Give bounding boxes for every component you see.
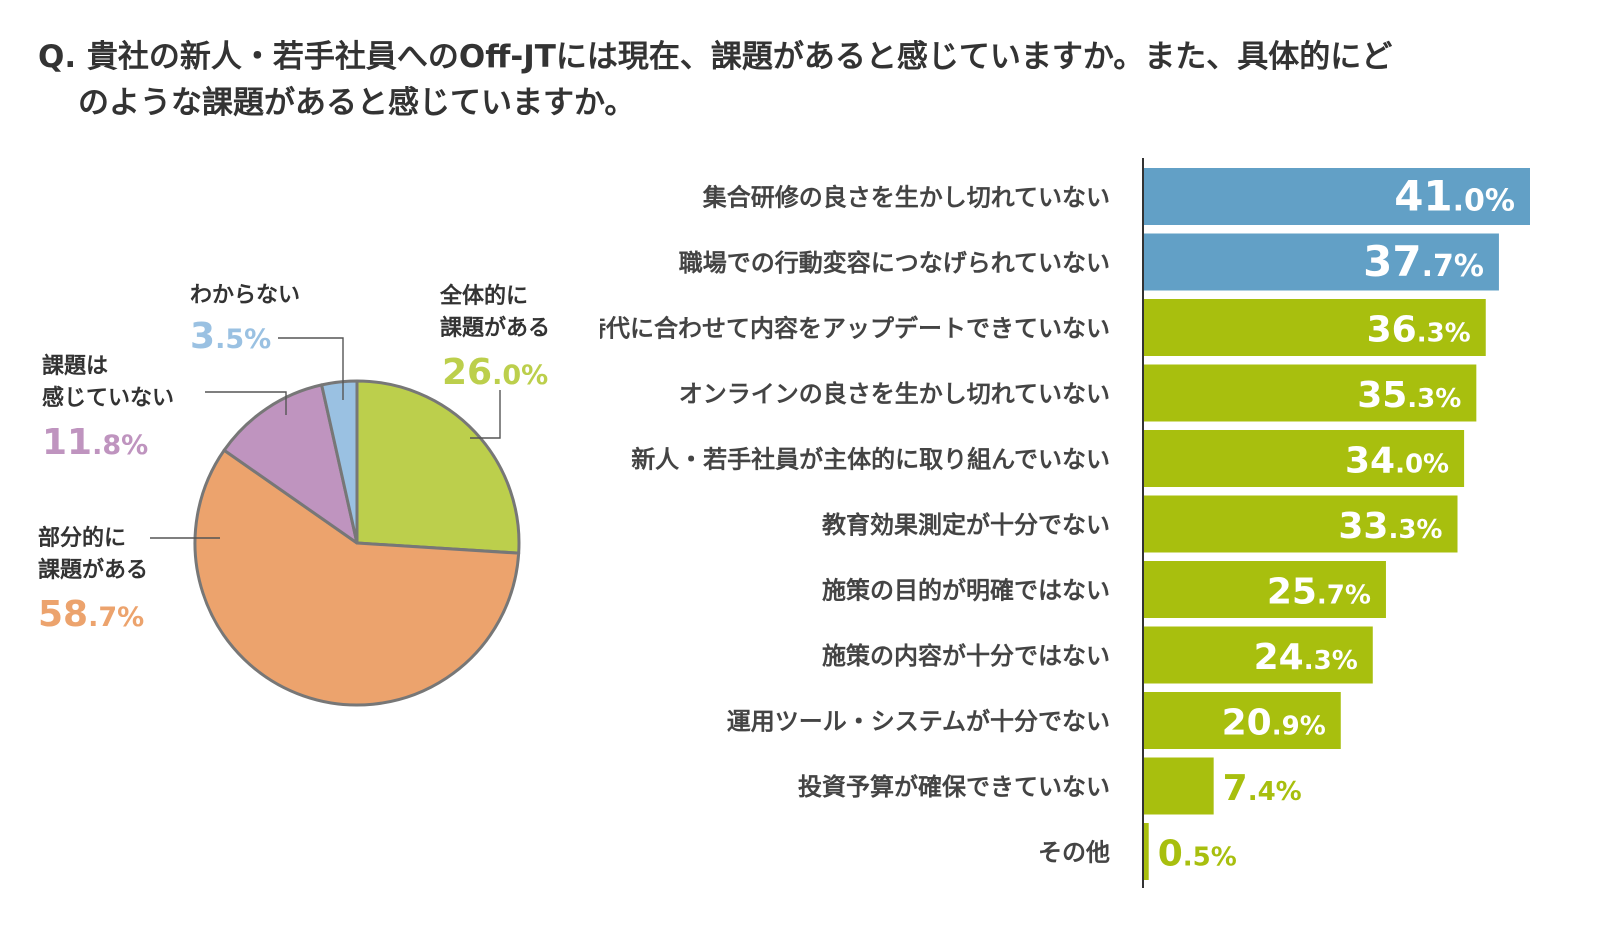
bar-value-5: 33.3% [1338,506,1442,547]
bar-0 [1144,168,1530,225]
pie-label-0-1: 課題がある [440,315,550,341]
bar-9 [1144,757,1214,815]
pie-slice-3 [320,379,359,545]
pie-label-1-1: 課題がある [38,557,148,583]
bar-category-2: 時代に合わせて内容をアップデートできていない [600,315,1110,343]
pie-value-3: 3.5% [190,316,271,357]
bar-8 [1144,692,1341,749]
bar-value-10: 0.5% [1158,834,1237,875]
bar-category-1: 職場での行動変容につなげられていない [679,249,1110,277]
bar-3 [1144,364,1477,422]
pie-value-2: 11.8% [42,422,148,463]
pie-label-1-0: 部分的に [38,525,126,551]
pie-slice-2 [222,383,359,545]
pie-leader-3 [278,337,344,400]
bar-value-4: 34.0% [1345,441,1449,482]
bar-value-3: 35.3% [1357,375,1461,416]
bar-4 [1144,430,1465,487]
bar-value-2: 36.3% [1367,310,1471,351]
pie-label-0-0: 全体的に [439,283,528,309]
question-line-1: Q. 貴社の新人・若手社員へのOff-JTには現在、課題があると感じていますか。… [38,39,1393,75]
bar-2 [1144,299,1486,356]
bar-6 [1144,561,1386,618]
bar-category-7: 施策の内容が十分ではない [822,642,1110,670]
bar-5 [1144,495,1458,553]
pie-leader-2 [205,391,287,415]
pie-label-2-0: 課題は [42,353,108,379]
question-title: Q. 貴社の新人・若手社員へのOff-JTには現在、課題があると感じていますか。… [38,34,1558,126]
question-line-2: のような課題があると感じていますか。 [78,85,636,121]
bar-chart: 集合研修の良さを生かし切れていない 41.0% 職場での行動変容につなげられていない… [600,158,1530,888]
bar-category-6: 施策の目的が明確ではない [822,577,1110,605]
pie-value-0: 26.0% [442,352,548,393]
pie-slice-1 [193,448,521,707]
bar-7 [1144,626,1373,684]
bar-value-1: 37.7% [1363,237,1484,286]
bar-10 [1144,823,1149,880]
bar-category-5: 教育効果測定が十分でない [822,511,1110,539]
bar-category-4: 新人・若手社員が主体的に取り組んでいない [631,446,1110,474]
bar-value-0: 41.0% [1394,172,1515,221]
pie-leader-0 [470,390,501,439]
bar-value-8: 20.9% [1222,703,1326,744]
bar-category-3: オンラインの良さを生かし切れていない [679,380,1110,408]
pie-slice-0 [355,379,521,555]
bar-value-9: 7.4% [1223,768,1302,809]
pie-value-1: 58.7% [38,594,144,635]
pie-chart: 全体的に課題がある26.0%部分的に課題がある58.7%課題は感じていない11.… [38,283,550,707]
bar-value-7: 24.3% [1254,637,1358,678]
bar-category-10: その他 [1038,839,1110,867]
bar-category-8: 運用ツール・システムが十分でない [727,708,1110,736]
bar-category-0: 集合研修の良さを生かし切れていない [702,184,1110,212]
bar-category-9: 投資予算が確保できていない [798,773,1110,801]
bar-value-6: 25.7% [1267,572,1371,613]
pie-label-2-1: 感じていない [42,385,174,411]
bar-1 [1144,233,1499,291]
pie-label-3-0: わからない [190,283,300,308]
